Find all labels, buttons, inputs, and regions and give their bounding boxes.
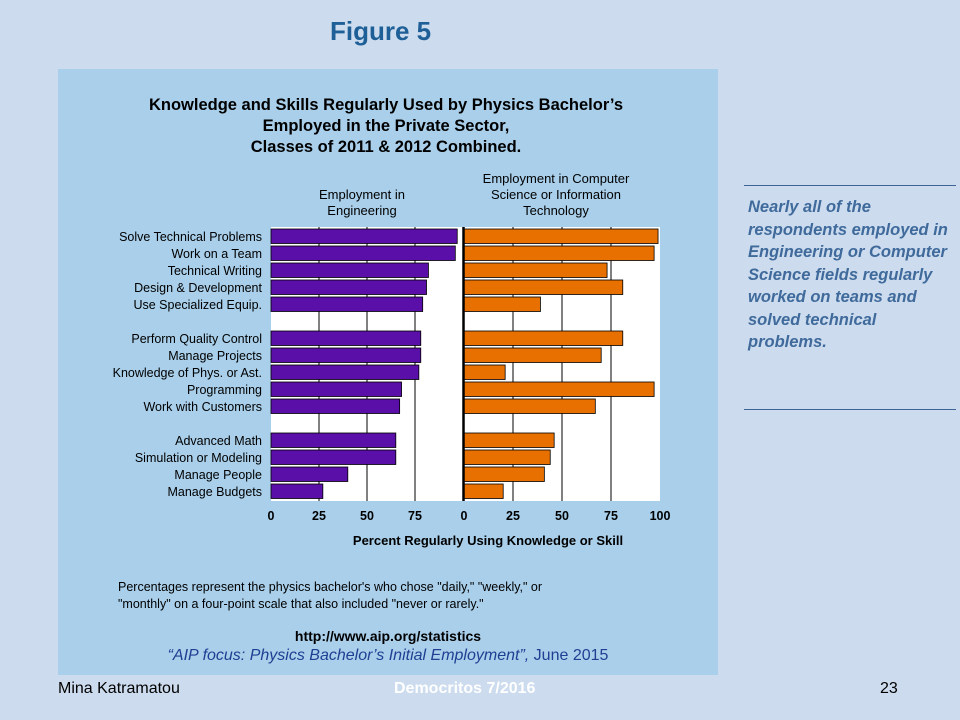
category-label-1: Solve Technical Problems [119, 230, 262, 244]
category-label-12: Simulation or Modeling [135, 451, 262, 465]
category-label-9: Programming [187, 383, 262, 397]
tick-label-2-75: 75 [604, 509, 618, 523]
tick-label-2-25: 25 [506, 509, 520, 523]
bar-engineering-8 [270, 364, 420, 380]
bar-engineering-11 [270, 432, 397, 448]
category-label-2: Work on a Team [171, 247, 262, 261]
category-label-13: Manage People [174, 468, 262, 482]
bar-computer-5 [463, 296, 541, 312]
bar-engineering-14 [270, 483, 324, 499]
chart-title-line-1: Knowledge and Skills Regularly Used by P… [148, 96, 624, 114]
bar-engineering-5 [270, 296, 424, 312]
bar-computer-8 [463, 364, 506, 380]
footnote-line-2: "monthly" on a four-point scale that als… [118, 597, 484, 611]
series-header-2-line-1: Employment in Computer [483, 171, 630, 186]
bar-computer-9 [463, 381, 655, 397]
bar-engineering-3 [270, 262, 429, 278]
bar-engineering-4 [270, 279, 427, 295]
series-header-1-line-1: Employment in [319, 187, 405, 202]
tick-label-1-0: 0 [268, 509, 275, 523]
category-label-4: Design & Development [134, 281, 262, 295]
chart-title: Knowledge and Skills Regularly Used by P… [58, 95, 714, 158]
bar-engineering-9 [270, 381, 402, 397]
bar-computer-13 [463, 466, 545, 482]
category-label-10: Work with Customers [143, 400, 262, 414]
chart-title-line-3: Classes of 2011 & 2012 Combined. [250, 138, 522, 156]
bar-engineering-6 [270, 330, 422, 346]
footnote-line-1: Percentages represent the physics bachel… [118, 580, 543, 594]
bar-computer-11 [463, 432, 555, 448]
footer-author: Mina Katramatou [58, 680, 180, 697]
chart-title-line-2: Employed in the Private Sector, [262, 117, 510, 135]
category-label-5: Use Specialized Equip. [133, 298, 262, 312]
tick-label-1-25: 25 [312, 509, 326, 523]
bar-engineering-1 [270, 228, 458, 244]
bar-engineering-13 [270, 466, 349, 482]
category-label-8: Knowledge of Phys. or Ast. [113, 366, 262, 380]
category-label-11: Advanced Math [175, 434, 262, 448]
bar-computer-14 [463, 483, 504, 499]
series-header-1-line-2: Engineering [327, 203, 396, 218]
series-header-2-line-3: Technology [523, 203, 589, 218]
bar-computer-10 [463, 398, 596, 414]
footer-page-number: 23 [880, 680, 898, 697]
side-note: Nearly all of the respondents employed i… [748, 198, 948, 351]
tick-label-2-50: 50 [555, 509, 569, 523]
bar-computer-2 [463, 245, 655, 261]
citation-date: June 2015 [533, 647, 609, 664]
source-url: http://www.aip.org/statistics [294, 628, 482, 644]
category-label-7: Manage Projects [168, 349, 262, 363]
footer-event: Democritos 7/2016 [394, 680, 536, 697]
tick-label-2-0: 0 [461, 509, 468, 523]
bar-computer-3 [463, 262, 608, 278]
chart-footnote: Percentages represent the physics bachel… [118, 579, 678, 613]
bar-computer-4 [463, 279, 624, 295]
x-axis-label: Percent Regularly Using Knowledge or Ski… [353, 533, 623, 548]
category-label-6: Perform Quality Control [131, 332, 262, 346]
bar-engineering-10 [270, 398, 401, 414]
bar-engineering-12 [270, 449, 397, 465]
tick-label-1-75: 75 [408, 509, 422, 523]
bar-computer-7 [463, 347, 602, 363]
category-label-3: Technical Writing [168, 264, 262, 278]
bar-computer-6 [463, 330, 624, 346]
side-note-top-rule [744, 185, 956, 186]
series-header-2-line-2: Science or Information [491, 187, 621, 202]
bar-engineering-2 [270, 245, 456, 261]
citation-title: “AIP focus: Physics Bachelor’s Initial E… [167, 647, 530, 664]
tick-label-2-100: 100 [650, 509, 671, 523]
category-label-14: Manage Budgets [167, 485, 262, 499]
tick-label-1-50: 50 [360, 509, 374, 523]
bar-computer-1 [463, 228, 659, 244]
figure-title: Figure 5 [330, 16, 432, 46]
chart-panel: Solve Technical Problems Work on a Team Te… [58, 69, 718, 675]
source-citation: “AIP focus: Physics Bachelor’s Initial E… [58, 647, 718, 665]
bar-computer-12 [463, 449, 551, 465]
bar-engineering-7 [270, 347, 422, 363]
side-note-bottom-rule [744, 409, 956, 410]
bar-chart: Solve Technical Problems Work on a Team Te… [113, 171, 671, 548]
